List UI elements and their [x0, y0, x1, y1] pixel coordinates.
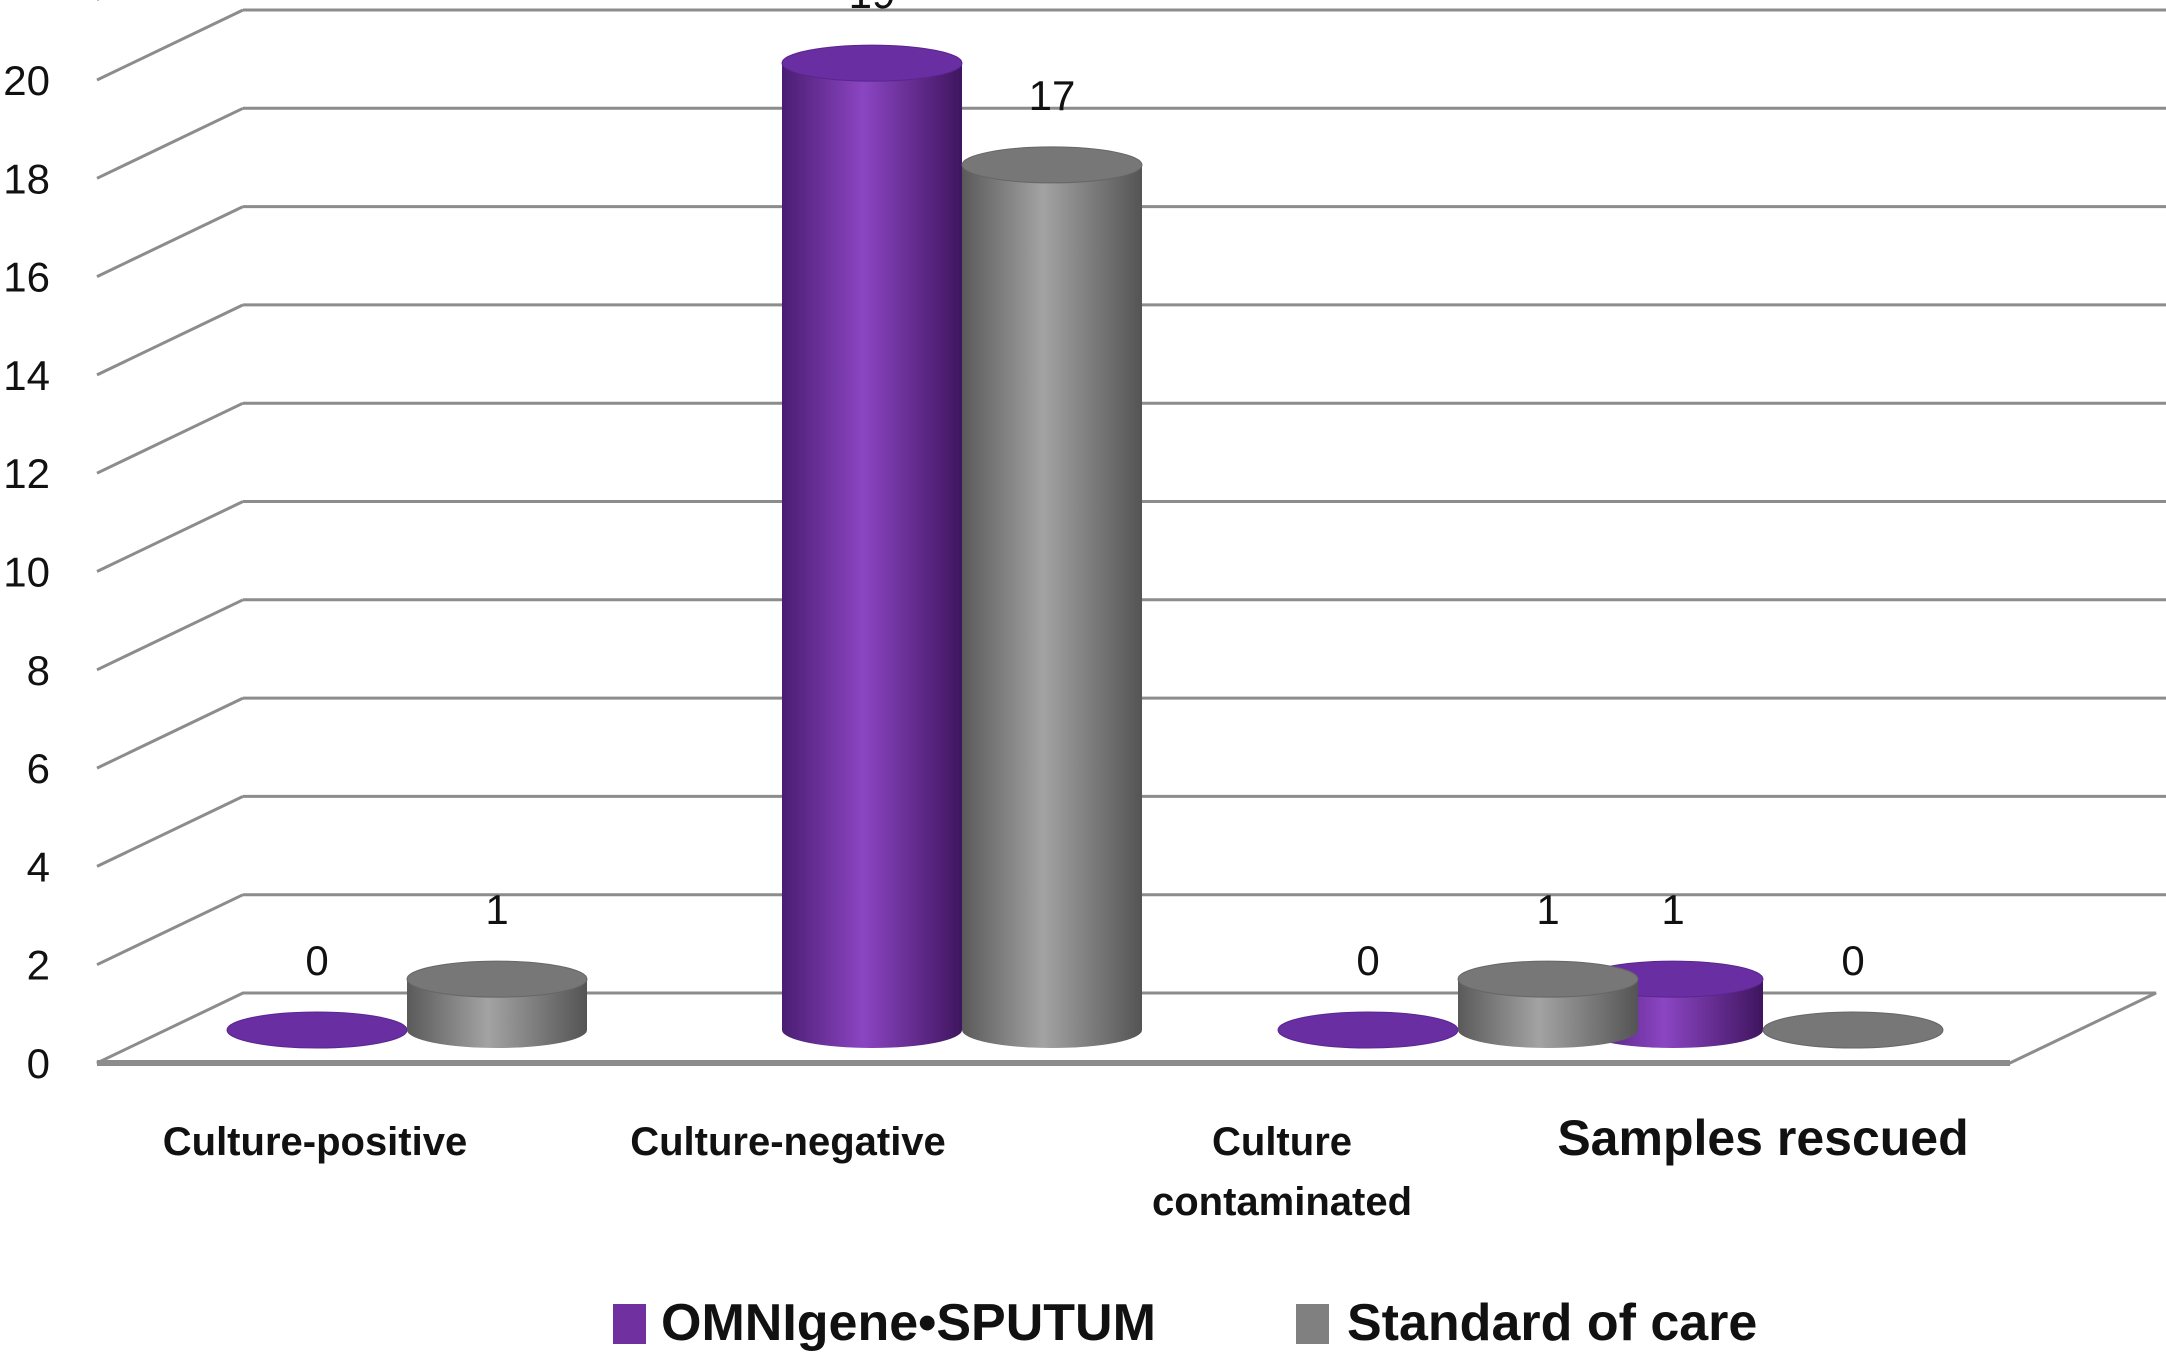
gridlines [96, 0, 2166, 967]
data-label: 19 [849, 0, 896, 17]
bar-omnigene-1 [781, 44, 963, 1048]
y-tick-label: 8 [27, 647, 50, 694]
gridline-side [96, 696, 244, 770]
bar-standard-of-care-0 [406, 960, 588, 1048]
y-tick-label: 16 [3, 254, 50, 301]
legend-item: Standard of care [1296, 1294, 1757, 1352]
data-label: 17 [1029, 72, 1076, 119]
bars [226, 44, 1944, 1049]
y-tick-label: 6 [27, 745, 50, 792]
bar-omnigene-0 [226, 1011, 408, 1049]
bar-standard-of-care-2 [1457, 960, 1639, 1048]
y-tick-label: 0 [27, 1040, 50, 1087]
bar-standard-of-care-3 [1762, 1011, 1944, 1049]
legend-label: Standard of care [1347, 1294, 1757, 1352]
gridline-side [96, 500, 244, 573]
category-label: Culture-negative [630, 1120, 946, 1164]
gridline-side [96, 795, 244, 868]
y-tick-label: 4 [27, 843, 50, 890]
bar-top [1277, 1011, 1459, 1049]
y-tick-label: 12 [3, 450, 50, 497]
bar-body [407, 979, 587, 1048]
y-axis-ticks: 0 2 4 6 8 10 12 14 16 18 20 [3, 57, 50, 1087]
y-tick-label: 20 [3, 57, 50, 104]
gridline-side [96, 401, 244, 475]
bar-top [406, 960, 588, 998]
gridline-side [96, 303, 244, 377]
gridline-side [96, 106, 244, 180]
legend-swatch [1296, 1304, 1329, 1344]
legend: OMNIgene•SPUTUM Standard of care [613, 1294, 1757, 1352]
data-label: 0 [1841, 937, 1864, 984]
bar-body [962, 164, 1142, 1048]
data-labels: 0 19 0 1 1 17 1 0 [305, 0, 1864, 984]
gridline-side [96, 893, 244, 967]
bar-omnigene-2 [1277, 1011, 1459, 1049]
y-tick-label: 10 [3, 549, 50, 596]
gridline-side [96, 8, 244, 82]
y-tick-label: 2 [27, 942, 50, 989]
category-label: Culture-positive [163, 1120, 467, 1164]
bar-standard-of-care-1 [961, 146, 1143, 1048]
y-tick-label: 14 [3, 352, 50, 399]
category-labels: Culture-positive Culture-negative Culture c… [163, 1110, 1969, 1224]
bar-top [961, 146, 1143, 184]
bar-body [782, 63, 962, 1048]
bar-body [1458, 979, 1638, 1048]
y-tick-label: 18 [3, 155, 50, 202]
category-label: Samples rescued [1557, 1110, 1968, 1166]
gridline-side [96, 598, 244, 672]
data-label: 1 [1536, 886, 1559, 933]
legend-label: OMNIgene•SPUTUM [661, 1294, 1156, 1352]
category-label: Culture contaminated [1152, 1120, 1412, 1224]
data-label: 0 [305, 937, 328, 984]
legend-item: OMNIgene•SPUTUM [613, 1294, 1156, 1352]
bar-top [226, 1011, 408, 1049]
data-label: 0 [1356, 937, 1379, 984]
legend-swatch [613, 1304, 646, 1344]
data-label: 1 [1661, 886, 1684, 933]
gridline-side [96, 205, 244, 278]
bar-top [781, 44, 963, 82]
data-label: 1 [485, 886, 508, 933]
bar-top [1762, 1011, 1944, 1049]
bar-top [1457, 960, 1639, 998]
